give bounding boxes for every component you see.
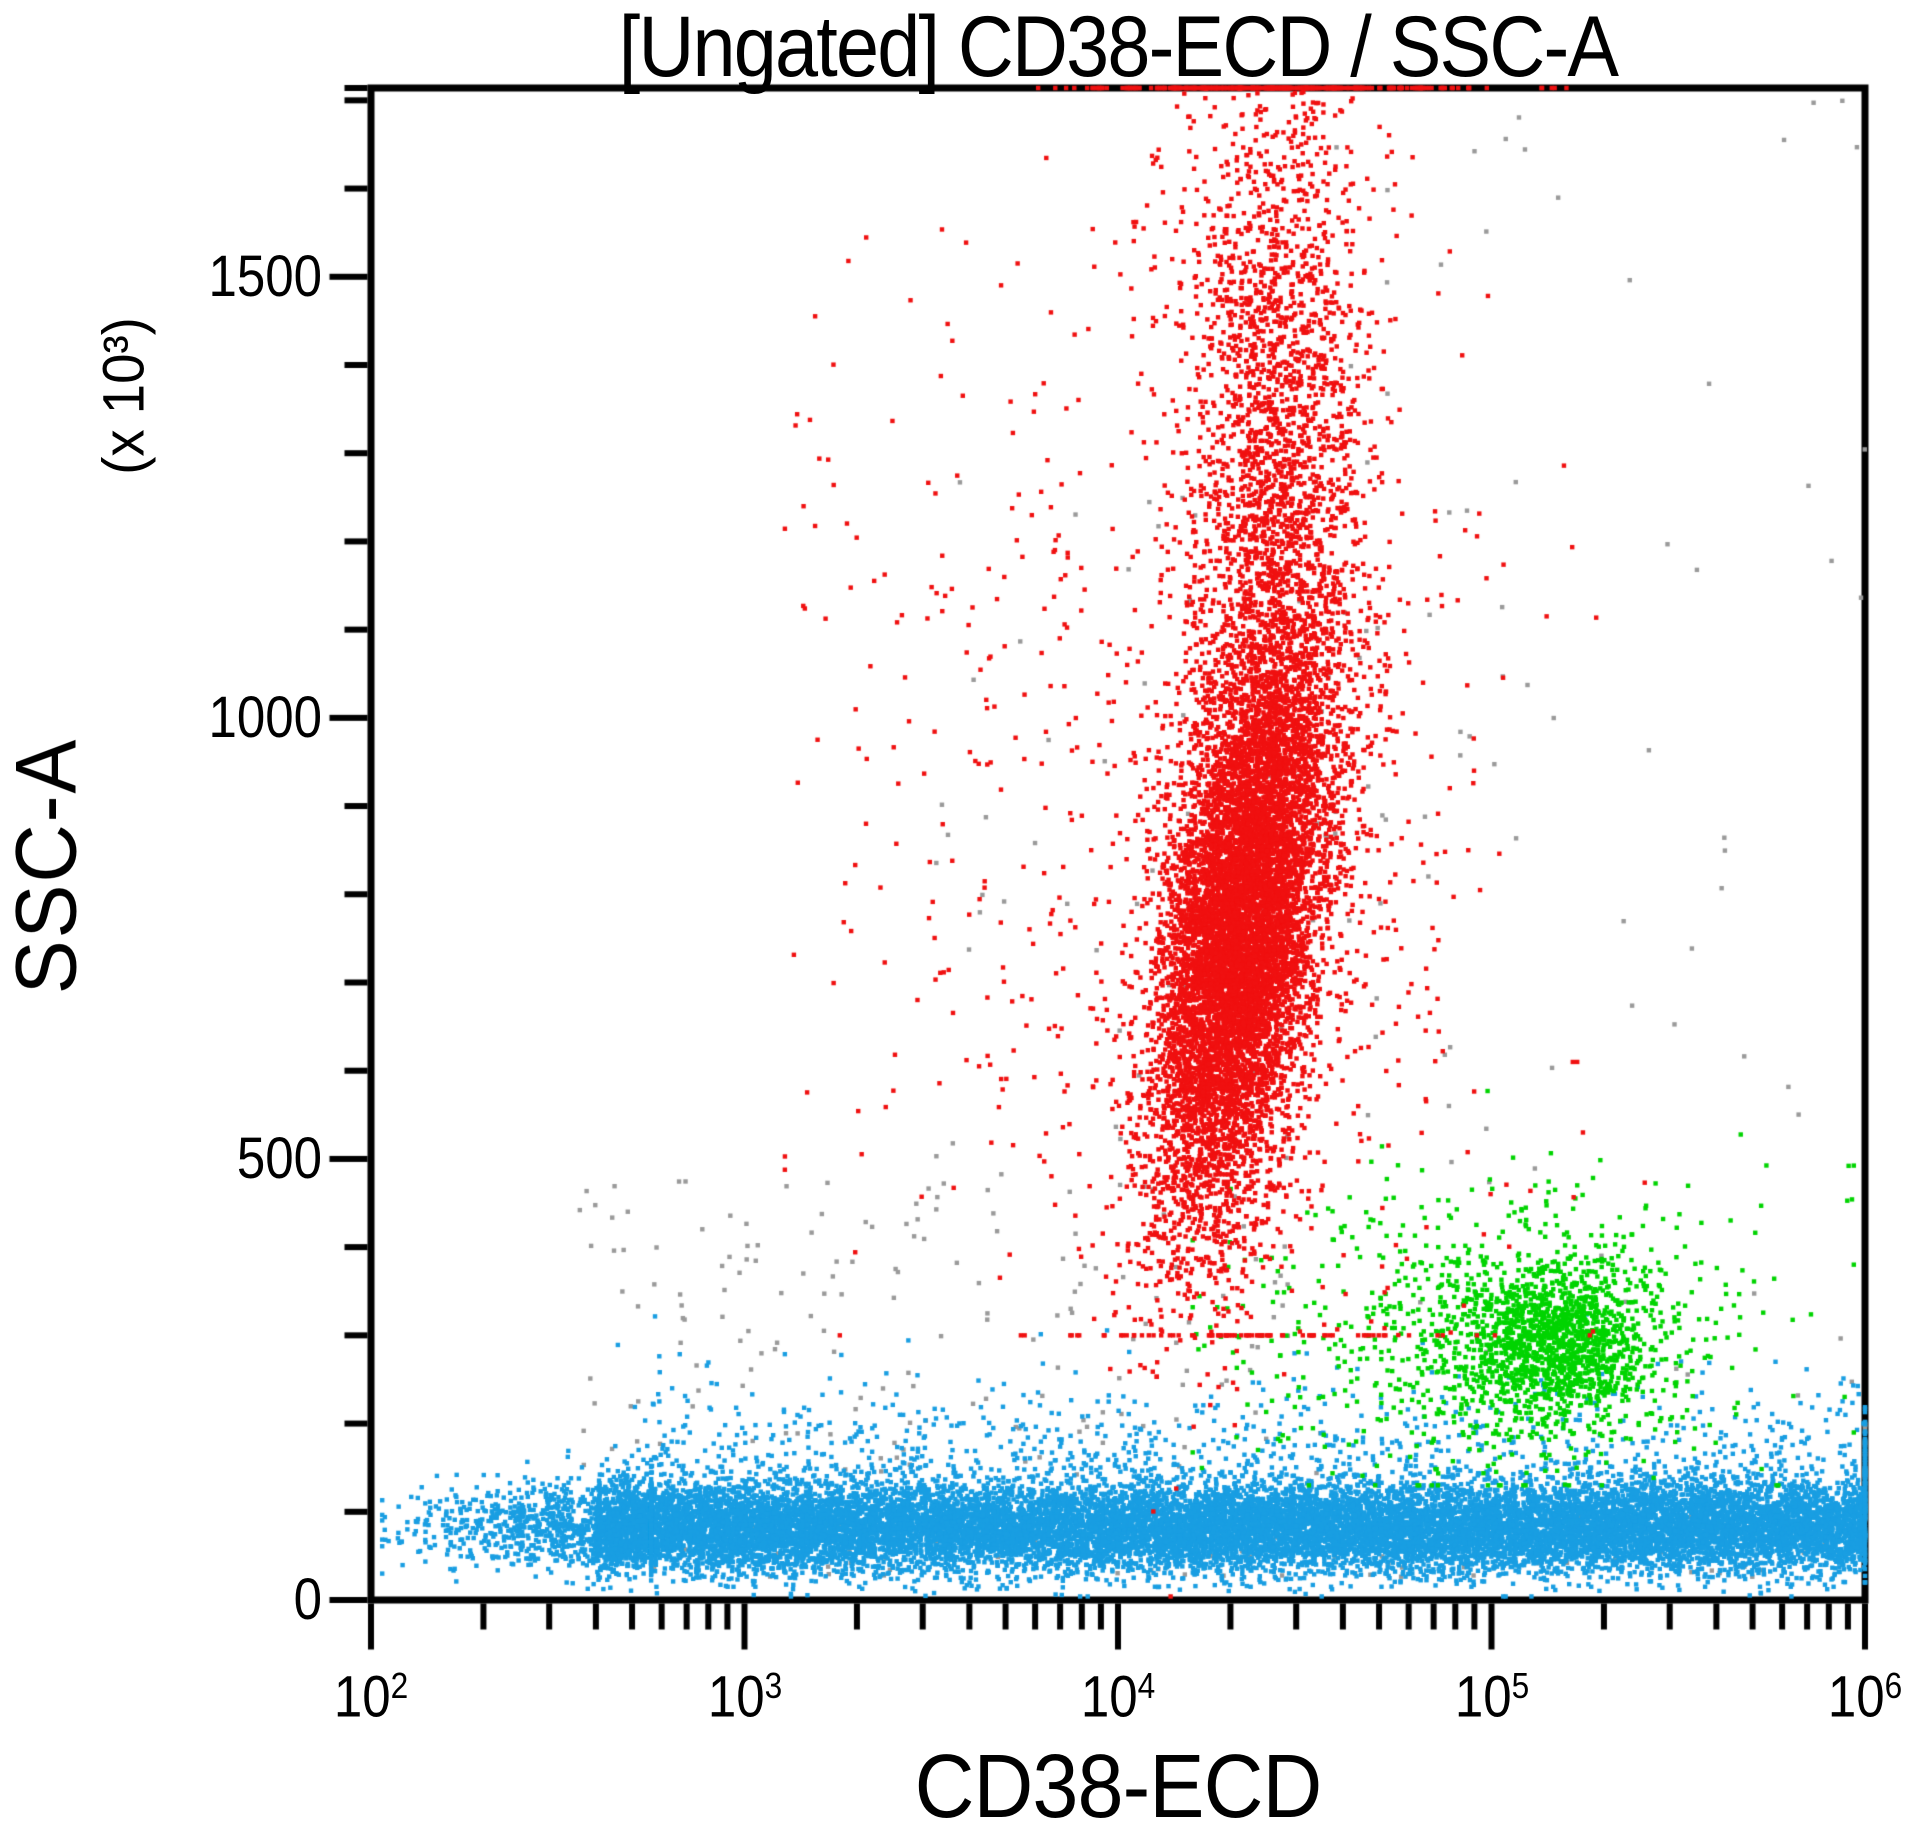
x-tick-label-10e4: 104	[1080, 1664, 1156, 1730]
x-tick-label-10e6: 106	[1827, 1664, 1903, 1730]
y-tick-label-1500: 1500	[208, 243, 322, 309]
x-tick-label-10e5: 105	[1454, 1664, 1529, 1730]
y-tick-label-1000: 1000	[208, 684, 322, 750]
plot-title: [Ungated] CD38-ECD / SSC-A	[618, 0, 1619, 95]
y-tick-label-500: 500	[236, 1125, 322, 1191]
x-tick-label-10e3: 103	[707, 1664, 782, 1730]
x-tick-label-10e2: 102	[333, 1664, 409, 1730]
y-tick-label-0: 0	[293, 1567, 322, 1632]
y-axis-unit-label: (x 10³)	[91, 317, 157, 475]
y-axis-label: SSC-A	[0, 737, 95, 995]
x-axis-label: CD38-ECD	[914, 1737, 1323, 1837]
